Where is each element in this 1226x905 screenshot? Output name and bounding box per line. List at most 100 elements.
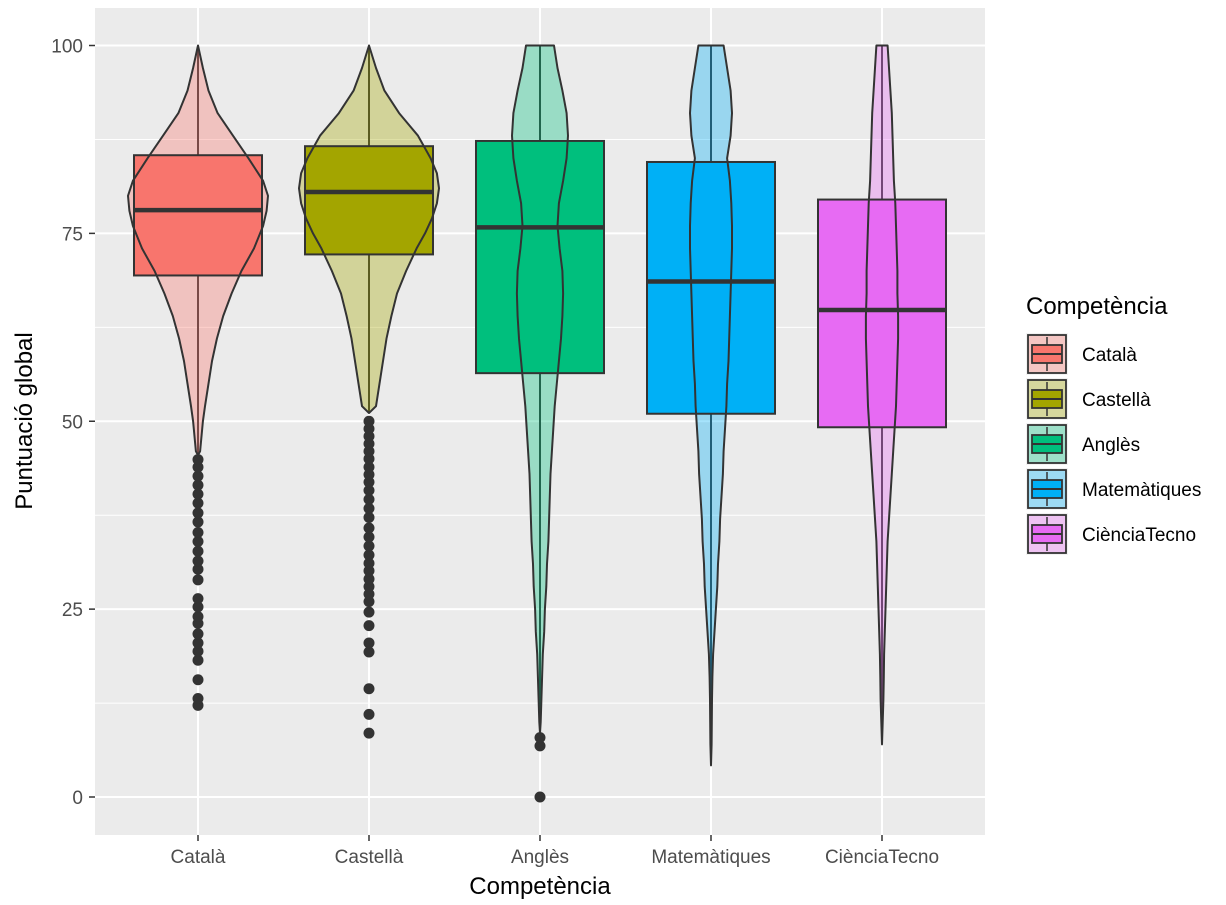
series-Matemàtiques: [646, 44, 776, 767]
outlier-point: [363, 445, 375, 457]
outlier-point: [534, 791, 546, 803]
x-tick-label: Matemàtiques: [651, 847, 770, 868]
legend-label: Català: [1082, 345, 1137, 366]
chart-marks: [127, 44, 947, 803]
outlier-point: [363, 461, 375, 473]
series-Català: [127, 44, 269, 711]
box-fill: [818, 199, 946, 428]
series-Anglès: [475, 44, 605, 803]
x-axis-title: Competència: [469, 873, 611, 900]
box-outline: [133, 154, 263, 277]
outlier-point: [363, 531, 375, 543]
outlier-point: [363, 606, 375, 618]
outlier-point: [192, 654, 204, 666]
violin: [689, 44, 733, 767]
outlier-point: [192, 574, 204, 586]
outlier-point: [192, 535, 204, 547]
series-CiènciaTecno: [817, 44, 947, 746]
box-fill: [305, 146, 433, 255]
series-Castellà: [298, 44, 440, 739]
legend-key: [1026, 423, 1068, 465]
outlier-point: [192, 611, 204, 623]
box-fill: [134, 155, 262, 276]
outlier-point: [363, 581, 375, 593]
y-tick-label: 75: [62, 224, 83, 245]
legend-label: Castellà: [1082, 390, 1151, 411]
x-tick-label: Català: [171, 847, 226, 868]
outlier-point: [363, 430, 375, 442]
legend-title: Competència: [1026, 293, 1168, 320]
legend-label: Anglès: [1082, 435, 1140, 456]
outlier-point: [363, 588, 375, 600]
outlier-point: [192, 470, 204, 482]
outlier-point: [192, 645, 204, 657]
box-outline: [475, 139, 605, 375]
x-axis: Català Castellà Anglès Matemàtiques CiènciaT…: [171, 835, 939, 868]
outlier-point: [192, 674, 204, 686]
outlier-point: [192, 628, 204, 640]
y-axis: 0 25 50 75 100: [51, 37, 95, 809]
outlier-point: [192, 693, 204, 705]
legend-key: [1026, 333, 1068, 375]
outlier-point: [363, 423, 375, 435]
outlier-point: [534, 732, 546, 744]
outlier-point: [363, 438, 375, 450]
outlier-point: [363, 522, 375, 534]
outlier-point: [363, 683, 375, 695]
outlier-point: [363, 476, 375, 488]
box-outline: [646, 160, 776, 415]
outlier-point: [363, 453, 375, 465]
y-tick-label: 25: [62, 600, 83, 621]
legend-key: [1026, 468, 1068, 510]
legend-key: [1026, 378, 1068, 420]
outlier-point: [192, 545, 204, 557]
outlier-point: [363, 511, 375, 523]
outlier-point: [192, 454, 204, 466]
outlier-point: [192, 637, 204, 649]
violin: [864, 44, 900, 746]
outlier-point: [363, 573, 375, 585]
outlier-point: [192, 526, 204, 538]
legend-label: CiènciaTecno: [1082, 525, 1196, 546]
outlier-point: [192, 488, 204, 500]
outlier-point: [363, 637, 375, 649]
outlier-point: [363, 469, 375, 481]
y-tick-label: 50: [62, 412, 83, 433]
outlier-point: [363, 484, 375, 496]
outlier-point: [363, 646, 375, 658]
outlier-point: [363, 596, 375, 608]
legend: Competència Català Castellà Anglès Matemàti…: [1026, 293, 1201, 555]
outlier-point: [363, 557, 375, 569]
box-outline: [817, 198, 947, 429]
box-outline: [304, 145, 434, 256]
outlier-point: [363, 540, 375, 552]
x-tick-label: CiènciaTecno: [825, 847, 939, 868]
outlier-point: [363, 549, 375, 561]
outlier-point: [363, 565, 375, 577]
box-fill: [647, 161, 775, 414]
outlier-point: [534, 740, 546, 752]
outlier-point: [363, 415, 375, 427]
outlier-point: [192, 516, 204, 528]
outlier-point: [363, 708, 375, 720]
outlier-point: [192, 461, 204, 473]
outlier-point: [192, 593, 204, 605]
outlier-point: [192, 601, 204, 613]
outlier-point: [192, 479, 204, 491]
legend-key: [1026, 513, 1068, 555]
outlier-point: [192, 555, 204, 567]
violin: [511, 44, 569, 735]
violin: [127, 44, 269, 457]
outlier-point: [363, 620, 375, 632]
y-tick-label: 0: [72, 788, 83, 809]
x-tick-label: Castellà: [335, 847, 404, 868]
y-axis-title: Puntuació global: [11, 332, 38, 509]
outlier-point: [363, 493, 375, 505]
y-tick-label: 100: [51, 37, 83, 58]
outlier-point: [192, 497, 204, 509]
outlier-point: [363, 727, 375, 739]
outlier-point: [192, 507, 204, 519]
outlier-point: [363, 502, 375, 514]
outlier-point: [192, 563, 204, 575]
